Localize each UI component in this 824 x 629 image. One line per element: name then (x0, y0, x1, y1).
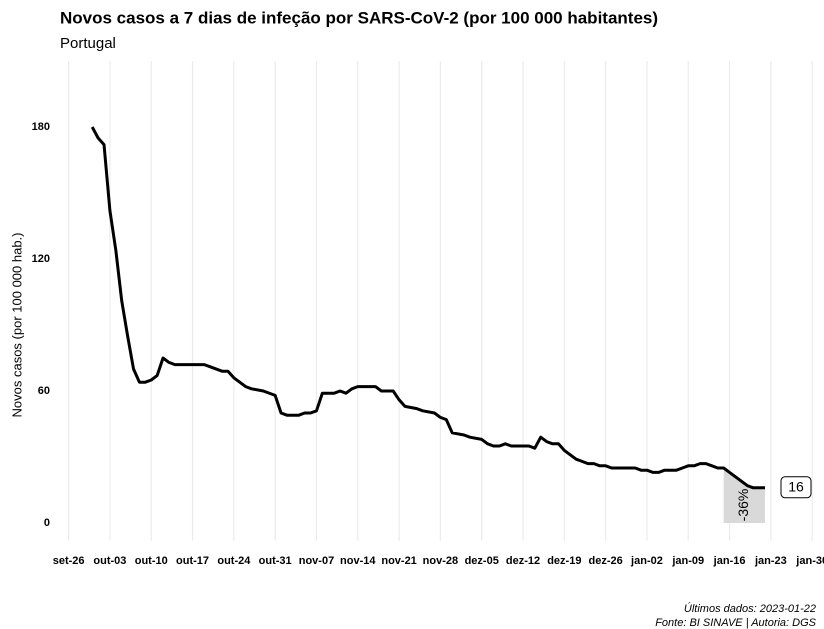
x-tick-label: jan-16 (713, 555, 746, 567)
shade-label: -36% (735, 489, 751, 522)
end-label: 16 (788, 479, 804, 495)
x-tick-label: nov-14 (340, 555, 376, 567)
y-tick-label: 180 (32, 121, 50, 133)
x-tick-label: jan-09 (671, 555, 704, 567)
shaded-area (723, 468, 765, 523)
x-tick-label: out-31 (259, 555, 292, 567)
x-tick-label: out-03 (93, 555, 126, 567)
y-axis-label: Novos casos (por 100 000 hab.) (9, 233, 24, 418)
x-tick-label: dez-19 (547, 555, 581, 567)
y-tick-label: 60 (38, 385, 50, 397)
caption: Últimos dados: 2023-01-22 (684, 602, 816, 615)
x-tick-label: jan-23 (754, 555, 787, 567)
y-tick-label: 0 (44, 517, 50, 529)
x-tick-label: nov-21 (381, 555, 416, 567)
x-tick-label: nov-07 (299, 555, 334, 567)
chart-subtitle: Portugal (60, 35, 116, 52)
x-tick-label: out-17 (176, 555, 209, 567)
x-tick-label: dez-05 (465, 555, 499, 567)
x-tick-label: out-24 (217, 555, 251, 567)
y-tick-label: 120 (32, 253, 50, 265)
end-label-box (780, 476, 812, 499)
x-tick-label: jan-02 (630, 555, 663, 567)
line (90, 126, 765, 490)
x-tick-label: nov-28 (423, 555, 458, 567)
x-tick-label: out-10 (135, 555, 168, 567)
x-tick-label: dez-26 (589, 555, 623, 567)
x-tick-label: dez-12 (506, 555, 540, 567)
chart-title: Novos casos a 7 dias de infeção por SARS… (60, 8, 658, 27)
caption: Fonte: BI SINAVE | Autoria: DGS (655, 617, 816, 629)
x-tick-label: jan-30 (795, 555, 824, 567)
x-tick-label: set-26 (53, 555, 85, 567)
